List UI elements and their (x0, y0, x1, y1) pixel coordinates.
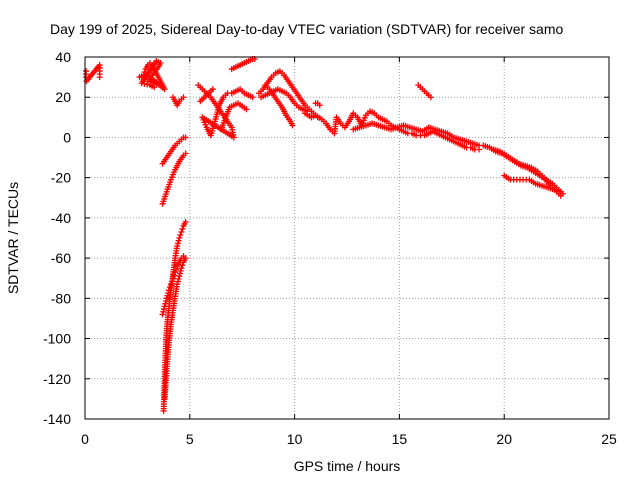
y-tick-label: -100 (43, 331, 71, 347)
data-point (249, 94, 256, 101)
data-point (289, 122, 296, 129)
data-point (180, 253, 187, 260)
data-point (153, 80, 160, 87)
data-point (141, 80, 148, 87)
series-midday-band-b (350, 120, 483, 149)
y-tick-label: -120 (43, 371, 71, 387)
series-steep-drop-3 (159, 253, 187, 318)
x-tick-label: 5 (186, 431, 194, 447)
series-arc-9h-b (258, 86, 311, 115)
series-midday-band (302, 108, 483, 153)
data-point (180, 94, 187, 101)
series-arc-b (159, 134, 189, 167)
data-point (174, 243, 181, 250)
data-point (179, 225, 186, 232)
y-axis-label: SDTVAR / TECUs (5, 182, 21, 294)
data-point (173, 266, 180, 273)
data-point (176, 273, 183, 280)
series-dip-10h (262, 82, 296, 129)
series-evening-low (501, 172, 564, 195)
x-axis-label: GPS time / hours (294, 458, 401, 474)
data-point (163, 298, 170, 305)
data-point (557, 188, 564, 195)
series-morning-top (228, 56, 258, 73)
data-point (182, 150, 189, 157)
data-point (161, 303, 168, 310)
y-tick-label: -80 (51, 290, 71, 306)
data-point (177, 231, 184, 238)
data-points (83, 56, 566, 414)
data-point (166, 284, 173, 291)
series-early-scatter (83, 62, 103, 85)
data-point (182, 218, 189, 225)
data-point (164, 292, 171, 299)
series-morning-cluster (195, 82, 256, 141)
data-point (178, 265, 185, 272)
data-point (150, 79, 157, 86)
x-tick-label: 10 (287, 431, 303, 447)
data-point (165, 289, 172, 296)
series-pre-dawn-cluster (136, 58, 168, 93)
series-arc-a (170, 94, 187, 109)
y-tick-label: -60 (51, 250, 71, 266)
axis-ticks: 0 5 10 15 20 25 -140 -120 -100 -80 -60 -40 -20 0 20 40 (43, 49, 617, 447)
data-point (96, 74, 103, 81)
data-point (163, 295, 170, 302)
data-point (159, 311, 166, 318)
y-tick-label: -40 (51, 210, 71, 226)
data-point (138, 80, 145, 87)
data-point (182, 134, 189, 141)
y-tick-label: -20 (51, 170, 71, 186)
data-point (170, 275, 177, 282)
data-point (176, 235, 183, 241)
series-segment-16h (415, 82, 434, 101)
data-point (427, 94, 434, 101)
data-point (160, 306, 167, 313)
series-arc-c (159, 150, 189, 207)
data-point (162, 300, 169, 307)
data-point (174, 281, 181, 288)
y-tick-label: 40 (55, 49, 71, 65)
data-point (174, 278, 181, 285)
x-tick-label: 0 (81, 431, 89, 447)
data-point (168, 278, 175, 285)
data-point (171, 272, 178, 279)
data-point (177, 267, 184, 274)
x-tick-label: 25 (601, 431, 617, 447)
series-steep-drop-2 (161, 255, 189, 402)
x-tick-label: 20 (496, 431, 512, 447)
data-point (316, 102, 323, 109)
y-tick-label: 0 (63, 129, 71, 145)
data-point (175, 237, 182, 244)
series-peak-10h (312, 100, 323, 109)
data-point (175, 275, 182, 282)
data-point (174, 240, 181, 247)
data-point (177, 270, 184, 277)
data-point (172, 269, 179, 276)
chart-title: Day 199 of 2025, Sidereal Day-to-day VTE… (50, 21, 563, 37)
data-point (144, 81, 151, 88)
data-point (167, 281, 174, 288)
data-point (243, 106, 250, 113)
y-tick-label: 20 (55, 89, 71, 105)
data-point (209, 86, 216, 93)
y-tick-label: -140 (43, 411, 71, 427)
data-point (178, 228, 185, 235)
data-point (160, 308, 167, 315)
data-point (165, 287, 172, 294)
x-tick-label: 15 (392, 431, 408, 447)
plot-frame (84, 56, 610, 420)
data-point (151, 84, 158, 91)
data-point (179, 262, 186, 269)
